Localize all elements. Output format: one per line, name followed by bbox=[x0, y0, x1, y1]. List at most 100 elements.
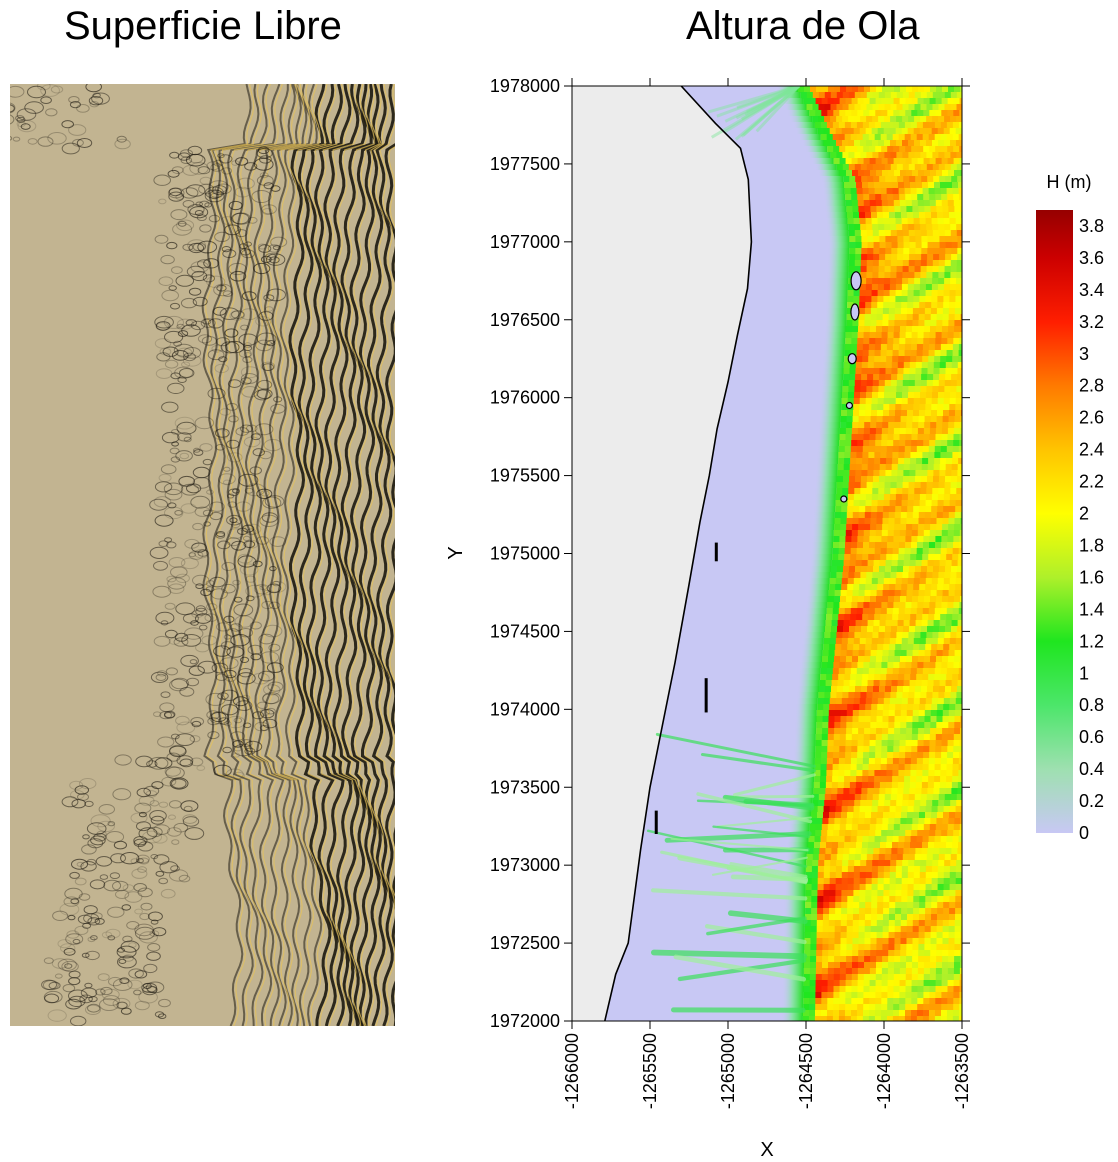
wave-height-cell bbox=[926, 572, 933, 579]
wave-height-cell bbox=[829, 710, 836, 717]
transition-band bbox=[814, 488, 836, 494]
wave-height-cell bbox=[870, 944, 877, 951]
x-tick-label: -1264000 bbox=[874, 1033, 894, 1109]
wave-height-cell bbox=[894, 962, 901, 969]
wave-height-cell bbox=[867, 164, 874, 171]
wave-height-cell bbox=[851, 146, 858, 153]
wave-height-cell bbox=[903, 626, 910, 633]
transition-band bbox=[795, 716, 817, 722]
wave-height-cell bbox=[910, 368, 917, 375]
wave-height-cell bbox=[901, 710, 908, 717]
wave-height-cell bbox=[950, 494, 957, 501]
wave-height-cell bbox=[960, 944, 967, 951]
wave-height-cell bbox=[955, 938, 962, 945]
wave-height-cell bbox=[900, 428, 907, 435]
transition-band bbox=[795, 710, 817, 716]
wave-height-cell bbox=[901, 902, 908, 909]
wave-height-cell bbox=[924, 332, 931, 339]
wave-height-cell bbox=[856, 770, 863, 777]
wave-height-cell bbox=[927, 248, 934, 255]
wave-height-cell bbox=[906, 332, 913, 339]
wave-height-cell bbox=[888, 656, 895, 663]
wave-height-cell bbox=[905, 350, 912, 357]
wave-height-cell bbox=[847, 650, 854, 657]
transition-band bbox=[796, 692, 818, 698]
wave-height-cell bbox=[904, 674, 911, 681]
wave-height-cell bbox=[865, 926, 872, 933]
wave-height-cell bbox=[839, 146, 846, 153]
wave-height-cell bbox=[955, 710, 962, 717]
wave-height-cell bbox=[877, 584, 884, 591]
wave-height-cell bbox=[876, 86, 883, 93]
wave-height-cell bbox=[858, 170, 865, 177]
wave-height-cell bbox=[928, 182, 935, 189]
wave-height-cell bbox=[928, 614, 935, 621]
wave-height-cell bbox=[902, 224, 909, 231]
wave-height-cell bbox=[894, 170, 901, 177]
wave-height-cell bbox=[905, 146, 912, 153]
wave-height-cell bbox=[895, 920, 902, 927]
wave-height-cell bbox=[935, 1004, 942, 1011]
wave-height-cell bbox=[900, 956, 907, 963]
wave-height-cell bbox=[854, 290, 861, 297]
wave-height-cell bbox=[842, 698, 849, 705]
wave-height-cell bbox=[936, 98, 943, 105]
transition-band bbox=[822, 356, 844, 362]
wave-height-cell bbox=[824, 872, 831, 879]
wave-height-cell bbox=[875, 350, 882, 357]
wave-height-cell bbox=[956, 638, 963, 645]
wave-height-cell bbox=[920, 128, 927, 135]
wave-height-cell bbox=[864, 158, 871, 165]
wave-height-cell bbox=[866, 494, 873, 501]
wave-height-cell bbox=[863, 1016, 870, 1023]
wave-height-cell bbox=[947, 836, 954, 843]
wave-height-cell bbox=[953, 1010, 960, 1017]
wave-height-cell bbox=[906, 206, 913, 213]
wave-height-cell bbox=[842, 578, 849, 585]
wave-height-cell bbox=[940, 674, 947, 681]
wave-height-cell bbox=[848, 866, 855, 873]
wave-height-cell bbox=[856, 776, 863, 783]
wave-height-cell bbox=[865, 710, 872, 717]
wave-height-cell bbox=[875, 752, 882, 759]
wave-height-cell bbox=[948, 818, 955, 825]
wave-height-cell bbox=[877, 512, 884, 519]
wave-height-cell bbox=[945, 176, 952, 183]
wave-height-cell bbox=[909, 482, 916, 489]
wave-height-cell bbox=[905, 446, 912, 453]
wave-height-cell bbox=[942, 734, 949, 741]
colorbar-label: 2.4 bbox=[1079, 440, 1104, 460]
wave-height-cell bbox=[911, 668, 918, 675]
transition-band bbox=[783, 890, 805, 896]
transition-band bbox=[823, 194, 845, 200]
wave-height-cell bbox=[845, 188, 852, 195]
transition-band bbox=[787, 110, 809, 116]
wave-height-cell bbox=[942, 326, 949, 333]
wave-height-cell bbox=[942, 422, 949, 429]
wave-height-cell bbox=[858, 98, 865, 105]
wave-height-cell bbox=[941, 752, 948, 759]
wave-height-cell bbox=[857, 1016, 864, 1023]
wave-height-cell bbox=[863, 188, 870, 195]
wave-height-cell bbox=[804, 962, 811, 969]
wave-height-cell bbox=[812, 116, 819, 123]
wave-height-cell bbox=[821, 752, 828, 759]
wave-height-cell bbox=[934, 242, 941, 249]
wave-height-cell bbox=[925, 902, 932, 909]
wave-height-cell bbox=[865, 914, 872, 921]
wave-height-cell bbox=[839, 608, 846, 615]
wave-height-cell bbox=[901, 584, 908, 591]
wave-height-cell bbox=[841, 584, 848, 591]
wave-height-cell bbox=[936, 824, 943, 831]
wave-height-cell bbox=[920, 800, 927, 807]
wave-height-cell bbox=[809, 992, 816, 999]
wave-height-cell bbox=[936, 332, 943, 339]
wave-height-cell bbox=[924, 320, 931, 327]
wave-height-cell bbox=[824, 878, 831, 885]
wave-height-cell bbox=[841, 896, 848, 903]
wave-height-cell bbox=[913, 812, 920, 819]
wave-height-cell bbox=[881, 998, 888, 1005]
wave-height-cell bbox=[836, 698, 843, 705]
wave-height-cell bbox=[844, 680, 851, 687]
wave-height-cell bbox=[886, 356, 893, 363]
